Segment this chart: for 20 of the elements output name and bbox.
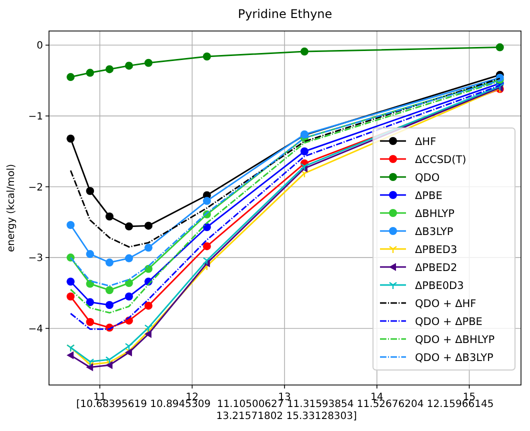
legend-label: ΔBHLYP — [415, 208, 454, 220]
legend-label: ΔPBE — [415, 190, 442, 202]
y-tick-label: −2 — [28, 182, 43, 194]
y-tick-label: −4 — [28, 324, 43, 335]
legend-label: ΔHF — [415, 136, 436, 148]
y-axis-title: energy (kcal/mol) — [6, 164, 17, 252]
legend-label: QDO + ΔHF — [415, 298, 476, 310]
legend-label: QDO — [415, 172, 440, 184]
legend-label: QDO + ΔPBE — [415, 316, 482, 328]
legend-label: ΔPBED3 — [415, 244, 458, 256]
legend-label: QDO + ΔB3LYP — [415, 352, 494, 364]
y-tick-label: 0 — [36, 40, 43, 52]
chart-title: Pyridine Ethyne — [238, 7, 332, 21]
legend-label: ΔB3LYP — [415, 226, 454, 238]
legend-label: ΔPBED2 — [415, 262, 458, 274]
y-tick-label: −3 — [28, 253, 43, 264]
legend-label: QDO + ΔBHLYP — [415, 334, 495, 346]
legend-label: ΔCCSD(T) — [415, 154, 466, 166]
y-tick-label: −1 — [28, 111, 43, 122]
legend-label: ΔPBE0D3 — [415, 280, 464, 292]
